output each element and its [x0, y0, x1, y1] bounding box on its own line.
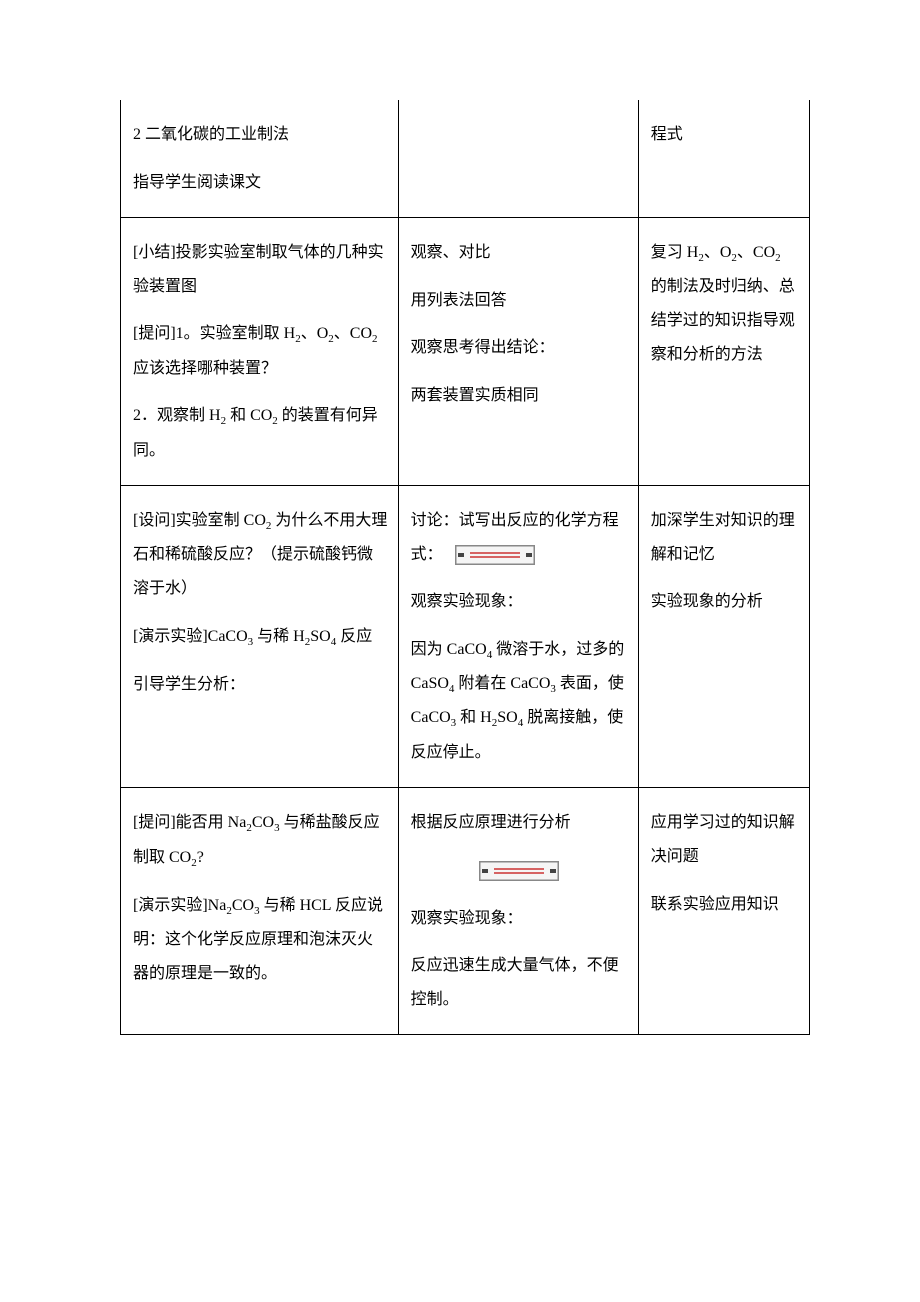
table-cell: [设问]实验室制 CO2 为什么不用大理石和稀硫酸反应？（提示硫酸钙微溶于水） […: [121, 486, 399, 788]
cell-text: [演示实验]CaCO3 与稀 H2SO4 反应: [133, 620, 388, 654]
cell-text: 指导学生阅读课文: [133, 166, 388, 200]
cell-text: 两套装置实质相同: [411, 379, 628, 413]
table-cell: [398, 100, 638, 218]
document-page: 2 二氧化碳的工业制法指导学生阅读课文 程式 [小结]投影实验室制取气体的几种实验装…: [0, 0, 920, 1095]
table-cell: 应用学习过的知识解决问题联系实验应用知识: [638, 788, 809, 1035]
cell-text: 应用学习过的知识解决问题: [651, 806, 799, 873]
cell-text: 讨论：试写出反应的化学方程式：: [411, 504, 628, 571]
cell-text: 观察思考得出结论：: [411, 331, 628, 365]
table-cell: 加深学生对知识的理解和记忆实验现象的分析: [638, 486, 809, 788]
equation-image-placeholder: [479, 861, 559, 881]
table-cell: 程式: [638, 100, 809, 218]
cell-text: 复习 H2、O2、CO2 的制法及时归纳、总结学过的知识指导观察和分析的方法: [651, 236, 799, 371]
equation-image-placeholder: [455, 545, 535, 565]
cell-text: [提问]1。实验室制取 H2、O2、CO2 应该选择哪种装置？: [133, 317, 388, 385]
table-cell: [小结]投影实验室制取气体的几种实验装置图 [提问]1。实验室制取 H2、O2、C…: [121, 218, 399, 486]
cell-text: 联系实验应用知识: [651, 888, 799, 922]
table-row: [设问]实验室制 CO2 为什么不用大理石和稀硫酸反应？（提示硫酸钙微溶于水） […: [121, 486, 810, 788]
cell-text: 观察实验现象：: [411, 902, 628, 936]
cell-text: 2．观察制 H2 和 CO2 的装置有何异同。: [133, 399, 388, 467]
cell-text: 2 二氧化碳的工业制法: [133, 118, 388, 152]
cell-text: [演示实验]Na2CO3 与稀 HCL 反应说明：这个化学反应原理和泡沫灭火器的…: [133, 889, 388, 990]
table-row: [提问]能否用 Na2CO3 与稀盐酸反应制取 CO2? [演示实验]Na2CO3…: [121, 788, 810, 1035]
table-cell: 根据反应原理进行分析观察实验现象： 反应迅速生成大量气体，不便控制。: [398, 788, 638, 1035]
table-row: 2 二氧化碳的工业制法指导学生阅读课文 程式: [121, 100, 810, 218]
table-row: [小结]投影实验室制取气体的几种实验装置图 [提问]1。实验室制取 H2、O2、C…: [121, 218, 810, 486]
table-body: 2 二氧化碳的工业制法指导学生阅读课文 程式 [小结]投影实验室制取气体的几种实验装…: [121, 100, 810, 1035]
table-cell: [提问]能否用 Na2CO3 与稀盐酸反应制取 CO2? [演示实验]Na2CO3…: [121, 788, 399, 1035]
table-cell: 2 二氧化碳的工业制法指导学生阅读课文: [121, 100, 399, 218]
cell-text: 用列表法回答: [411, 284, 628, 318]
lesson-plan-table: 2 二氧化碳的工业制法指导学生阅读课文 程式 [小结]投影实验室制取气体的几种实验装…: [120, 100, 810, 1035]
cell-text: 程式: [651, 118, 799, 152]
cell-text: 观察、对比: [411, 236, 628, 270]
cell-text: [411, 854, 628, 888]
cell-text: 引导学生分析：: [133, 668, 388, 702]
table-cell: 观察、对比用列表法回答观察思考得出结论： 两套装置实质相同: [398, 218, 638, 486]
cell-text: 反应迅速生成大量气体，不便控制。: [411, 949, 628, 1016]
cell-text: 加深学生对知识的理解和记忆: [651, 504, 799, 571]
cell-text: 因为 CaCO4 微溶于水，过多的 CaSO4 附着在 CaCO3 表面，使 C…: [411, 633, 628, 769]
table-cell: 讨论：试写出反应的化学方程式： 观察实验现象： 因为 CaCO4 微溶于水，过多的…: [398, 486, 638, 788]
cell-text: [提问]能否用 Na2CO3 与稀盐酸反应制取 CO2?: [133, 806, 388, 875]
cell-text: [设问]实验室制 CO2 为什么不用大理石和稀硫酸反应？（提示硫酸钙微溶于水）: [133, 504, 388, 605]
cell-text: 实验现象的分析: [651, 585, 799, 619]
cell-text: 根据反应原理进行分析: [411, 806, 628, 840]
cell-text: 观察实验现象：: [411, 585, 628, 619]
table-cell: 复习 H2、O2、CO2 的制法及时归纳、总结学过的知识指导观察和分析的方法: [638, 218, 809, 486]
cell-text: [小结]投影实验室制取气体的几种实验装置图: [133, 236, 388, 303]
